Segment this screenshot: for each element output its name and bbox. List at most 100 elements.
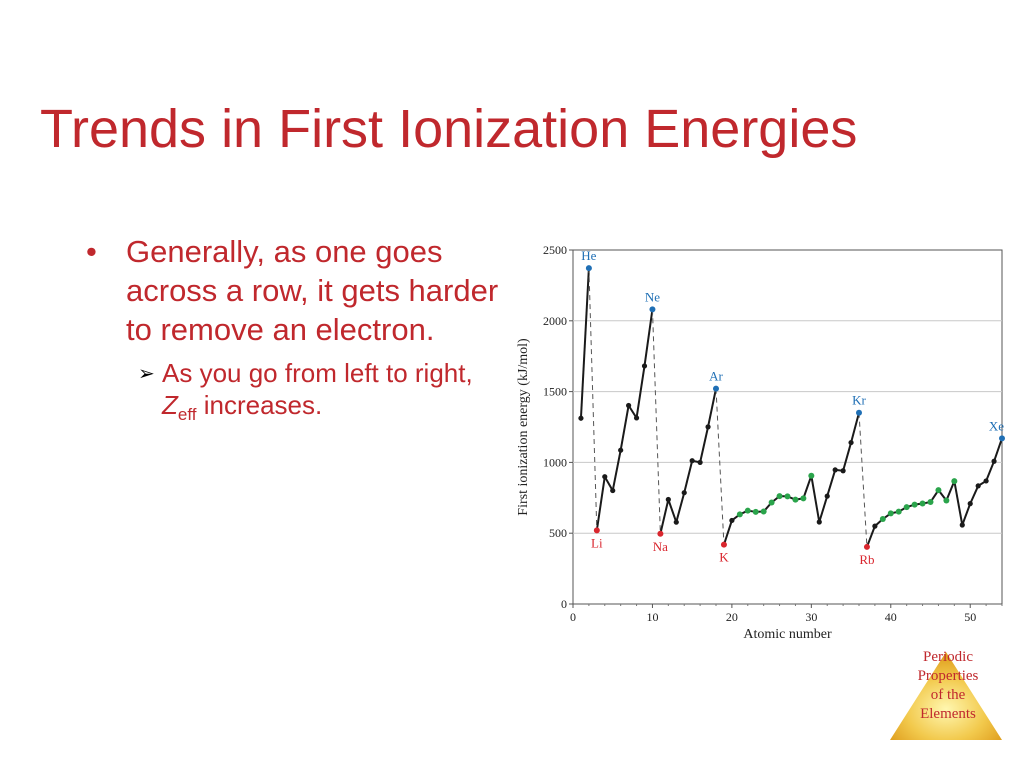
y-tick-label: 0 <box>561 597 567 611</box>
zeff-subscript: eff <box>177 405 197 425</box>
series-line-segment <box>945 480 956 501</box>
bullet-marker: • <box>86 234 97 269</box>
triangle-logo-icon <box>890 652 1002 740</box>
series-line-segment <box>953 480 964 526</box>
series-line-segment <box>683 460 694 493</box>
data-point <box>633 415 640 421</box>
footer-logo-text: Periodic Properties of the Elements <box>890 648 1006 724</box>
data-point <box>872 523 878 529</box>
series-line-segment <box>818 495 829 523</box>
data-point <box>697 459 703 465</box>
series-line-segment <box>842 442 853 472</box>
data-point <box>610 487 616 494</box>
data-point <box>903 504 910 511</box>
series-line-segment <box>969 485 980 505</box>
data-point <box>578 415 584 421</box>
data-point <box>618 447 624 453</box>
slide-title: Trends in First Ionization Energies <box>40 99 858 159</box>
ionization-energy-chart: 0 500 1000 1500 2000 2500 0 10 20 30 40 50 Atomic nu… <box>516 243 1005 642</box>
data-point <box>919 500 926 507</box>
y-axis-label: First ionization energy (kJ/mol) <box>516 338 531 516</box>
element-label: He <box>581 248 596 263</box>
data-point <box>999 435 1005 442</box>
data-point <box>959 522 965 528</box>
bullet-text: Generally, as one goes across a row, it … <box>126 234 499 347</box>
series-line-segment <box>579 268 590 419</box>
data-point <box>808 472 815 479</box>
series-line-segment <box>635 365 646 419</box>
data-point <box>744 507 751 514</box>
dashed-connector <box>858 412 868 547</box>
data-point <box>991 458 997 464</box>
series-line-segment <box>595 476 606 531</box>
series-line-segment <box>667 499 678 523</box>
y-tick-label: 500 <box>549 526 567 540</box>
data-point <box>856 409 862 416</box>
data-point <box>784 493 791 500</box>
element-label: Rb <box>859 552 874 567</box>
bullet-item: • Generally, as one goes across a row, i… <box>86 232 506 349</box>
series-line-segment <box>643 309 654 367</box>
dashed-connector <box>588 268 598 531</box>
series-line-segment <box>826 469 837 497</box>
series-line-segment <box>802 475 813 499</box>
data-point <box>824 493 830 499</box>
sub-bullet-item: ➢ As you go from left to right, Zeff inc… <box>138 357 506 431</box>
y-tick-label: 2500 <box>543 243 567 257</box>
data-point <box>641 363 648 369</box>
data-point <box>776 493 783 500</box>
series-line-segment <box>866 525 876 548</box>
series-line-segment <box>707 388 717 428</box>
element-label: Na <box>653 539 668 554</box>
data-point <box>863 543 870 550</box>
data-point <box>626 402 632 409</box>
data-point <box>832 467 838 473</box>
element-label: Xe <box>989 418 1004 433</box>
data-point <box>729 517 735 524</box>
data-point <box>657 530 664 537</box>
series-line-segment <box>722 520 733 545</box>
data-point <box>911 501 918 508</box>
sub-bullet-text: As you go from left to right, Zeff incre… <box>162 357 492 431</box>
element-label: Ne <box>645 289 660 304</box>
data-point <box>585 265 592 272</box>
zeff-symbol: Zeff <box>162 390 196 424</box>
data-point <box>816 519 822 525</box>
series-line-segment <box>659 499 670 534</box>
series-line-segment <box>993 438 1003 462</box>
element-label: Kr <box>852 393 866 408</box>
bullet-list: • Generally, as one goes across a row, i… <box>86 232 506 431</box>
data-point <box>602 474 608 480</box>
data-point <box>649 306 656 313</box>
element-label: Ar <box>709 369 723 384</box>
data-point <box>951 478 958 485</box>
series-line-segment <box>699 426 710 463</box>
zeff-z: Z <box>162 390 178 420</box>
element-label: Li <box>591 535 603 550</box>
footer-line: Properties <box>917 668 979 684</box>
data-point <box>720 541 727 548</box>
dashed-connector <box>651 309 661 534</box>
data-point <box>879 516 886 523</box>
data-point <box>681 490 687 496</box>
data-point <box>927 499 934 506</box>
data-point <box>800 495 807 502</box>
x-tick-label: 30 <box>805 610 817 624</box>
data-point <box>967 501 973 507</box>
data-point <box>593 527 600 534</box>
footer-line: of the <box>930 687 966 703</box>
x-tick-label: 50 <box>964 610 976 624</box>
sub-bullet-prefix: As you go from left to right, <box>162 358 473 388</box>
footer-line: Periodic <box>923 649 973 665</box>
series-line-segment <box>985 460 995 482</box>
series-line-segment <box>619 405 630 451</box>
data-point <box>848 439 854 446</box>
data-point <box>736 511 743 518</box>
data-point <box>792 496 799 503</box>
data-point <box>887 510 894 517</box>
x-axis-label: Atomic number <box>743 627 832 642</box>
sub-bullet-suffix: increases. <box>196 390 323 420</box>
data-point <box>943 497 950 504</box>
series-line-segment <box>611 450 622 491</box>
x-tick-label: 10 <box>646 610 658 624</box>
